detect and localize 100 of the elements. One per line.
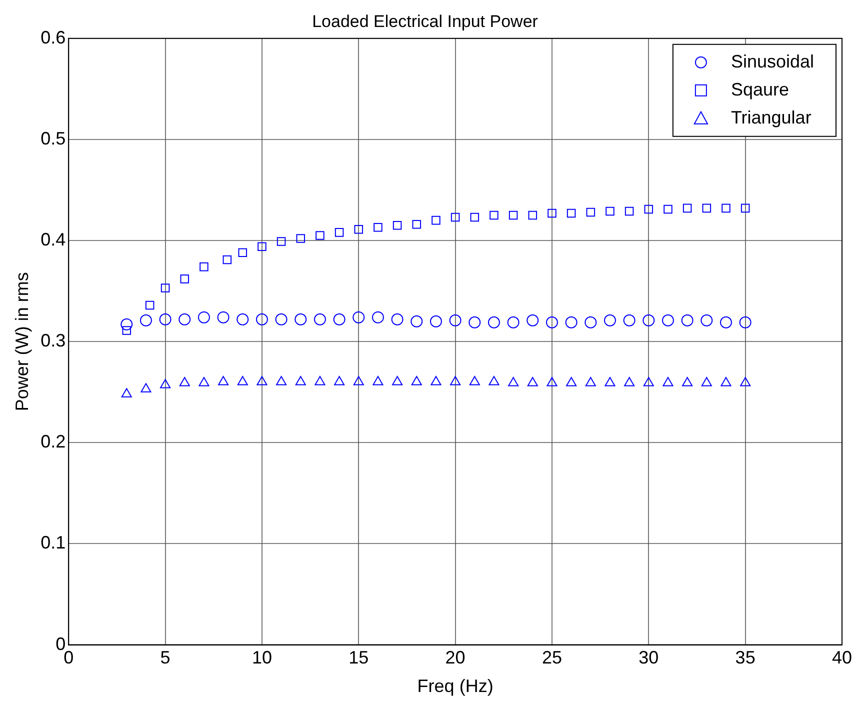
point xyxy=(740,377,751,386)
x-tick-label: 5 xyxy=(160,648,170,668)
point xyxy=(469,376,480,386)
point xyxy=(314,313,326,326)
point xyxy=(566,377,577,386)
point xyxy=(644,204,654,214)
chart-title: Loaded Electrical Input Power xyxy=(312,12,538,31)
point xyxy=(488,316,500,328)
point xyxy=(566,208,576,218)
point xyxy=(430,315,442,328)
point xyxy=(316,231,324,240)
point xyxy=(624,206,634,216)
point xyxy=(275,313,288,326)
point xyxy=(586,208,596,217)
point xyxy=(258,242,266,251)
point xyxy=(198,377,210,386)
point xyxy=(604,314,616,326)
point xyxy=(374,223,382,232)
point xyxy=(740,204,750,213)
point xyxy=(432,216,440,225)
point xyxy=(372,376,384,386)
point xyxy=(470,212,480,222)
point xyxy=(681,314,694,326)
point xyxy=(490,210,498,220)
legend-label: Sqaure xyxy=(730,79,789,100)
point xyxy=(412,220,422,229)
point xyxy=(702,204,712,213)
point xyxy=(739,316,752,328)
point xyxy=(662,314,674,326)
point xyxy=(430,376,442,386)
point xyxy=(276,376,287,386)
point xyxy=(333,313,346,326)
point xyxy=(450,212,460,222)
point xyxy=(642,314,655,326)
point xyxy=(528,210,538,220)
point xyxy=(548,208,556,218)
point xyxy=(508,210,518,220)
point xyxy=(664,204,672,214)
point xyxy=(507,316,520,328)
x-tick-label: 20 xyxy=(445,648,466,668)
point xyxy=(354,225,364,234)
point xyxy=(120,318,133,330)
y-tick-label: 0.1 xyxy=(40,532,66,553)
point xyxy=(352,311,365,324)
point xyxy=(682,377,693,386)
point xyxy=(222,255,232,264)
point xyxy=(198,311,210,324)
y-tick-label: 0.6 xyxy=(40,27,66,48)
point xyxy=(180,274,190,284)
point xyxy=(682,204,692,213)
point xyxy=(294,313,307,326)
legend-label: Triangular xyxy=(730,107,812,128)
y-tick-label: 0.5 xyxy=(40,128,66,148)
point xyxy=(122,326,132,335)
point xyxy=(449,314,462,326)
x-tick-label: 25 xyxy=(542,648,562,668)
point xyxy=(643,377,654,386)
point xyxy=(450,376,461,386)
y-tick-label: 0.2 xyxy=(40,432,66,452)
point xyxy=(296,234,306,243)
y-tick-label: 0.3 xyxy=(40,330,66,351)
point xyxy=(701,377,712,386)
point xyxy=(236,313,249,326)
x-tick-label: 10 xyxy=(252,648,272,668)
point xyxy=(217,311,230,324)
y-tick-label: 0 xyxy=(56,634,66,654)
point xyxy=(353,376,364,386)
x-tick-label: 35 xyxy=(735,648,756,668)
point xyxy=(179,377,190,386)
point xyxy=(720,316,732,328)
point xyxy=(295,376,306,386)
point xyxy=(604,377,616,386)
point xyxy=(392,220,402,230)
point xyxy=(276,237,286,246)
point xyxy=(159,313,172,326)
point xyxy=(720,377,732,386)
x-tick-label: 30 xyxy=(638,648,659,668)
point xyxy=(662,377,674,386)
point xyxy=(256,376,268,386)
point xyxy=(508,377,519,386)
point xyxy=(565,316,578,328)
point xyxy=(606,206,614,216)
point xyxy=(256,313,268,326)
point xyxy=(623,314,636,326)
point xyxy=(237,376,248,386)
point xyxy=(410,315,423,328)
point xyxy=(334,376,345,386)
point xyxy=(121,388,132,398)
point xyxy=(160,379,171,388)
legend-label: Sinusoidal xyxy=(730,51,814,72)
x-tick-label: 15 xyxy=(348,648,369,668)
point xyxy=(546,316,558,328)
point xyxy=(700,314,713,326)
point xyxy=(624,377,635,386)
point xyxy=(140,383,152,392)
point xyxy=(314,376,326,386)
y-tick-label: 0.4 xyxy=(40,230,66,250)
point xyxy=(526,314,539,326)
point xyxy=(546,377,558,386)
point xyxy=(488,376,500,386)
